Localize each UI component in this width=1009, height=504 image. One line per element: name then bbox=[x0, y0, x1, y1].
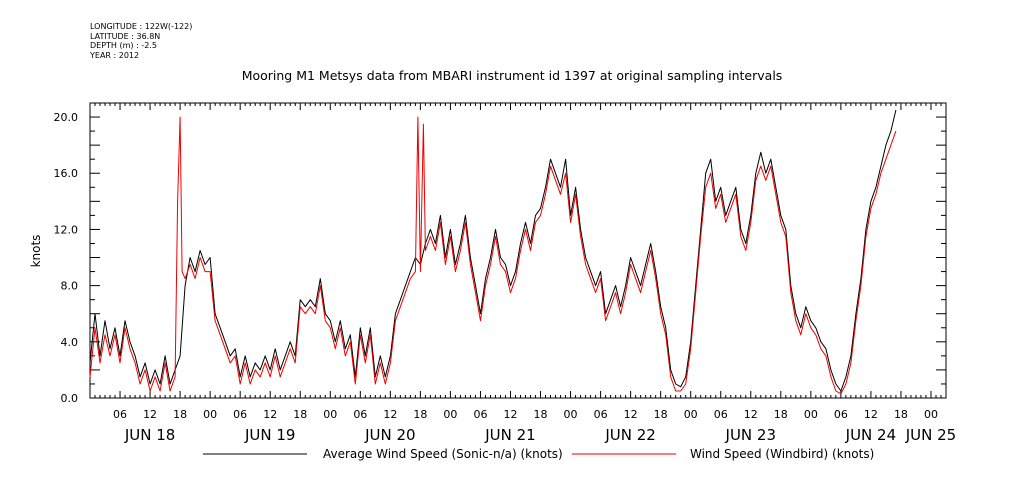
latitude-label: LATITUDE : 36.8N bbox=[90, 31, 161, 41]
x-tick-label: 18 bbox=[894, 408, 908, 421]
x-tick-label: 12 bbox=[383, 408, 397, 421]
x-tick-label: 00 bbox=[564, 408, 578, 421]
legend-label-average: Average Wind Speed (Sonic-n/a) (knots) bbox=[323, 447, 563, 461]
y-axis-label: knots bbox=[29, 235, 43, 268]
x-tick-label: 00 bbox=[924, 408, 938, 421]
y-tick-label: 4.0 bbox=[61, 336, 79, 349]
legend-label-windbird: Wind Speed (Windbird) (knots) bbox=[690, 447, 874, 461]
y-tick-label: 16.0 bbox=[54, 167, 79, 180]
y-tick-label: 8.0 bbox=[61, 280, 79, 293]
series-line-windbird-wind-speed bbox=[89, 116, 897, 395]
x-tick-label: 18 bbox=[654, 408, 668, 421]
x-tick-label: 12 bbox=[503, 408, 517, 421]
x-tick-label: 00 bbox=[203, 408, 217, 421]
y-tick-label: 12.0 bbox=[54, 223, 79, 236]
x-day-label: JUN 23 bbox=[725, 426, 776, 444]
y-tick-label: 0.0 bbox=[61, 392, 79, 405]
x-day-label: JUN 18 bbox=[124, 426, 175, 444]
x-tick-label: 06 bbox=[353, 408, 367, 421]
x-day-label: JUN 22 bbox=[604, 426, 655, 444]
x-tick-label: 06 bbox=[113, 408, 127, 421]
x-tick-label: 18 bbox=[413, 408, 427, 421]
x-tick-label: 18 bbox=[534, 408, 548, 421]
y-tick-label: 20.0 bbox=[54, 111, 79, 124]
x-day-labels: JUN 18 JUN 19 JUN 20 JUN 21 JUN 22 JUN 23 JUN … bbox=[124, 426, 956, 444]
x-tick-label: 06 bbox=[834, 408, 848, 421]
x-day-label: JUN 24 bbox=[845, 426, 896, 444]
x-day-label: JUN 25 bbox=[905, 426, 956, 444]
x-tick-label: 00 bbox=[323, 408, 337, 421]
metadata-block: LONGITUDE : 122W(-122) LATITUDE : 36.8N … bbox=[90, 22, 192, 60]
x-tick-label: 12 bbox=[143, 408, 157, 421]
longitude-label: LONGITUDE : 122W(-122) bbox=[90, 22, 193, 31]
depth-label: DEPTH (m) : -2.5 bbox=[90, 41, 157, 50]
x-tick-label: 00 bbox=[684, 408, 698, 421]
x-tick-label: 06 bbox=[233, 408, 247, 421]
x-tick-label: 18 bbox=[774, 408, 788, 421]
axis-ticks bbox=[89, 103, 947, 399]
x-tick-labels: 06 12 18 00 06 12 18 00 06 12 18 00 06 12 18 00 06 12 18 00… bbox=[113, 408, 938, 421]
x-tick-label: 06 bbox=[473, 408, 487, 421]
x-tick-label: 12 bbox=[263, 408, 277, 421]
x-day-label: JUN 19 bbox=[244, 426, 295, 444]
plot-frame bbox=[89, 102, 947, 399]
x-tick-label: 12 bbox=[864, 408, 878, 421]
chart-title: Mooring M1 Metsys data from MBARI instru… bbox=[242, 68, 783, 83]
x-tick-label: 18 bbox=[173, 408, 187, 421]
legend: Average Wind Speed (Sonic-n/a) (knots) W… bbox=[203, 447, 874, 461]
x-tick-label: 06 bbox=[714, 408, 728, 421]
year-label: YEAR : 2012 bbox=[90, 50, 140, 60]
series-group bbox=[89, 109, 897, 395]
x-tick-label: 06 bbox=[594, 408, 608, 421]
x-tick-label: 00 bbox=[443, 408, 457, 421]
x-tick-label: 12 bbox=[744, 408, 758, 421]
x-day-label: JUN 21 bbox=[484, 426, 535, 444]
x-tick-label: 00 bbox=[804, 408, 818, 421]
y-tick-labels: 0.0 4.0 8.0 12.0 16.0 20.0 bbox=[54, 111, 79, 405]
x-day-label: JUN 20 bbox=[364, 426, 415, 444]
x-tick-label: 18 bbox=[293, 408, 307, 421]
x-tick-label: 12 bbox=[624, 408, 638, 421]
series-line-average-wind-speed bbox=[89, 109, 897, 392]
